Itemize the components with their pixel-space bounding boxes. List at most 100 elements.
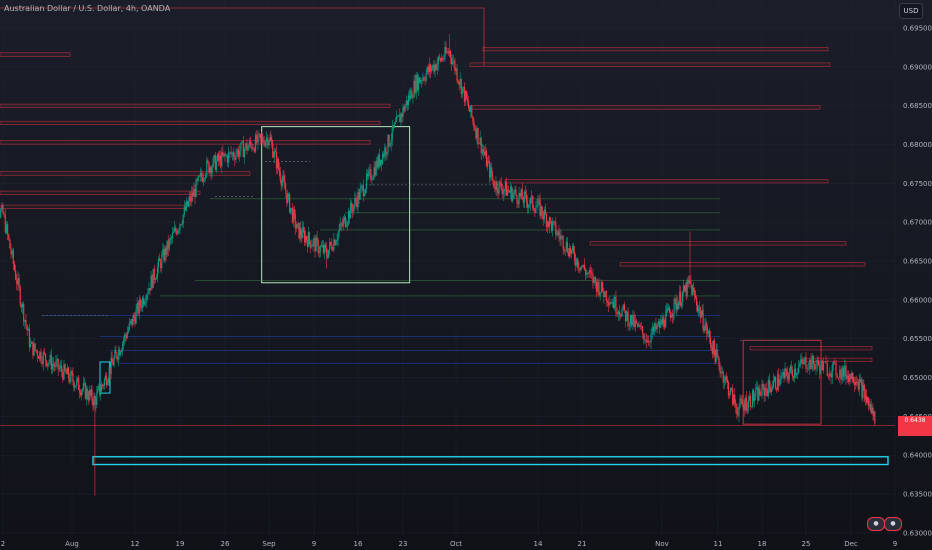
candle-body <box>547 221 550 227</box>
x-tick-label: 12 <box>131 540 140 548</box>
currency-button[interactable]: USD <box>899 3 923 19</box>
candle-body <box>469 108 471 112</box>
candle-body <box>185 201 188 211</box>
record-icon[interactable]: ● <box>884 517 902 531</box>
candle-body <box>62 371 64 380</box>
candle-body <box>687 280 689 284</box>
candle-body <box>74 386 76 388</box>
candle-body <box>64 364 66 371</box>
candle-body <box>387 134 389 153</box>
candle-body <box>393 123 396 128</box>
candle-body <box>100 384 103 392</box>
candle-body <box>377 154 379 168</box>
candle-body <box>87 397 89 401</box>
candle-body <box>191 192 193 202</box>
candle-body <box>827 375 830 377</box>
candle-body <box>764 388 766 396</box>
candle-body <box>475 129 477 139</box>
candle-body <box>656 325 658 330</box>
candle-body <box>642 326 644 334</box>
candle-body <box>690 282 692 286</box>
candle-body <box>544 209 546 215</box>
candle-body <box>735 403 737 407</box>
candle-body <box>239 151 241 157</box>
candle-body <box>829 373 831 376</box>
candle-body <box>427 66 429 73</box>
time-axis[interactable]: 2 Aug 12 19 26 Sep 9 16 23 Oct 14 21 Nov 11 18 25 Dec 9 <box>1 540 897 548</box>
candle-body <box>85 388 87 399</box>
candle-body <box>816 359 818 365</box>
symbol-title[interactable]: Australian Dollar / U.S. Dollar, 4h, OAN… <box>4 4 171 13</box>
candle-body <box>696 305 699 312</box>
nov-consolidation-box <box>742 339 822 425</box>
candle-body <box>170 238 173 239</box>
candle-body <box>321 245 323 247</box>
y-tick-label: 0.69000 <box>903 63 932 71</box>
candle-body <box>788 372 790 380</box>
candle-body <box>426 66 428 73</box>
last-price-badge: 0.6438 <box>898 416 932 436</box>
candle-body <box>264 141 266 146</box>
candle-body <box>294 213 296 228</box>
candle-body <box>167 240 169 250</box>
candle-body <box>133 315 135 318</box>
candle-body <box>638 324 640 327</box>
candle-body <box>306 240 309 247</box>
y-tick-label: 0.65000 <box>903 374 932 382</box>
candle-body <box>20 305 22 308</box>
candle-body <box>242 141 244 158</box>
candle-body <box>486 161 489 167</box>
candle-body <box>186 201 189 207</box>
candle-body <box>674 298 676 300</box>
candle-body <box>518 192 520 205</box>
candle-body <box>59 365 62 369</box>
candle-body <box>566 241 568 252</box>
candle-body <box>663 317 665 327</box>
candle-body <box>756 387 758 390</box>
supply-bracket-line <box>0 7 485 66</box>
candle-body <box>749 396 752 407</box>
candle-body <box>491 167 493 177</box>
candle-body <box>108 367 110 380</box>
candle-body <box>536 205 538 208</box>
candle-body <box>274 151 276 157</box>
candle-body <box>441 58 443 61</box>
candle-body <box>772 380 775 388</box>
candle-body <box>603 291 605 298</box>
candle-body <box>743 404 745 411</box>
candle-body <box>157 258 160 268</box>
candle-body <box>25 319 27 326</box>
record-icon[interactable]: ● <box>867 517 885 531</box>
candle-body <box>482 149 484 152</box>
candle-body <box>445 47 447 53</box>
price-axis[interactable]: 0.69500 0.69000 0.68500 0.68000 0.67500 0.670… <box>903 24 932 537</box>
candle-body <box>745 397 747 411</box>
candle-body <box>583 264 586 270</box>
candle-body <box>31 341 33 344</box>
candle-body <box>686 280 688 296</box>
candle-body <box>780 376 782 384</box>
candle-body <box>582 264 584 268</box>
candle-body <box>694 290 696 297</box>
candle-body <box>667 308 669 310</box>
candle-body <box>733 394 735 405</box>
candle-body <box>128 322 130 330</box>
candle-body <box>356 201 358 208</box>
candle-body <box>222 151 224 156</box>
candle-body <box>535 207 537 213</box>
candle-body <box>471 105 473 117</box>
candle-body <box>137 302 139 314</box>
candle-body <box>463 86 466 102</box>
candle-body <box>48 361 50 364</box>
candle-body <box>832 362 835 365</box>
candle-body <box>151 275 153 288</box>
candle-body <box>252 148 254 150</box>
x-tick-label: Aug <box>65 540 79 548</box>
candle-body <box>569 247 572 254</box>
candle-body <box>681 292 684 303</box>
candle-body <box>210 167 212 174</box>
candle-body <box>217 154 220 161</box>
candle-body <box>349 211 351 219</box>
